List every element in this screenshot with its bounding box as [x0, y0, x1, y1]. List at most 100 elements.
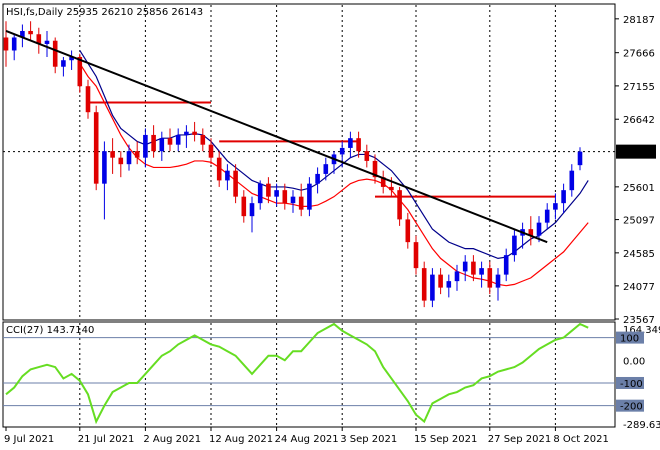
- candle-43: [356, 131, 361, 158]
- cci-tick-label-1: 100: [620, 334, 639, 345]
- candle-body-52: [430, 274, 435, 301]
- candle-52: [430, 268, 435, 308]
- price-tick-label-3: 26642: [623, 115, 655, 126]
- candle-body-53: [438, 274, 443, 288]
- candle-body-0: [3, 37, 9, 51]
- candle-body-67: [553, 203, 558, 210]
- candle-48: [397, 186, 402, 226]
- price-tick-label-9: 23567: [623, 315, 655, 326]
- price-tick-label-1: 27666: [623, 49, 655, 60]
- candle-55: [454, 264, 460, 291]
- candle-50: [413, 235, 419, 275]
- candle-18: [151, 125, 156, 158]
- candle-body-59: [487, 268, 493, 288]
- time-tick-label-0: 9 Jul 2021: [4, 434, 54, 445]
- candle-70: [577, 147, 583, 171]
- cci-tick-box-3: [616, 376, 644, 389]
- candle-body-23: [192, 131, 197, 135]
- price-tick-label-2: 27155: [623, 82, 655, 93]
- candle-44: [364, 144, 370, 168]
- candle-body-70: [577, 151, 583, 166]
- candle-body-7: [61, 60, 66, 67]
- candle-17: [143, 128, 148, 168]
- time-tick-label-5: 3 Sep 2021: [340, 434, 397, 445]
- candle-body-10: [85, 86, 91, 113]
- candle-38: [315, 167, 320, 194]
- candle-body-13: [110, 151, 115, 158]
- time-tick-label-2: 2 Aug 2021: [143, 434, 201, 445]
- candle-body-35: [290, 196, 296, 204]
- candle-4: [36, 27, 42, 54]
- candle-body-41: [339, 147, 345, 155]
- time-tick-label-7: 27 Sep 2021: [488, 434, 551, 445]
- candle-19: [159, 131, 165, 161]
- candle-66: [544, 203, 550, 230]
- candle-21: [175, 128, 181, 152]
- cci-tick-box-1: [616, 331, 644, 344]
- candle-body-57: [471, 261, 476, 275]
- candle-42: [348, 131, 353, 158]
- candle-body-50: [413, 242, 419, 269]
- candle-body-20: [167, 138, 173, 145]
- time-tick-label-1: 21 Jul 2021: [78, 434, 135, 445]
- candle-body-15: [126, 151, 132, 165]
- candle-body-14: [118, 157, 124, 165]
- price-tick-label-0: 28187: [623, 15, 655, 26]
- candle-13: [110, 138, 115, 174]
- cci-tick-label-3: -100: [620, 379, 643, 390]
- candle-body-33: [274, 190, 279, 197]
- candle-56: [462, 255, 468, 282]
- cci-series-line: [5, 322, 589, 425]
- candle-body-24: [200, 134, 206, 145]
- candle-60: [495, 268, 501, 301]
- candle-58: [479, 261, 484, 288]
- candle-35: [290, 190, 296, 213]
- candle-body-11: [93, 112, 99, 184]
- candle-53: [438, 268, 443, 295]
- candle-body-5: [44, 40, 50, 44]
- candle-body-29: [241, 196, 247, 217]
- price-tick-label-7: 24585: [623, 249, 655, 260]
- candle-20: [167, 128, 173, 152]
- candle-24: [200, 128, 206, 152]
- candle-body-38: [315, 173, 320, 184]
- candle-46: [380, 170, 386, 194]
- candle-body-12: [102, 151, 107, 184]
- candle-54: [446, 274, 452, 298]
- cci-tick-label-0: 164.3496: [623, 325, 660, 336]
- cci-tick-label-5: -289.632: [623, 420, 660, 431]
- candle-15: [126, 144, 132, 171]
- candle-body-54: [446, 281, 452, 288]
- candle-body-58: [479, 268, 484, 275]
- candle-body-61: [503, 255, 509, 275]
- cci-panel-frame: [2, 321, 616, 428]
- time-tick-label-4: 24 Aug 2021: [275, 434, 339, 445]
- time-tick-label-3: 12 Aug 2021: [209, 434, 273, 445]
- candle-body-68: [561, 190, 566, 204]
- cci-panel[interactable]: 164.3496100 0.00 -100 -200 -289.632 CCI(27) …: [2, 321, 660, 431]
- candle-25: [208, 138, 214, 165]
- candle-29: [241, 190, 247, 223]
- candle-36: [298, 183, 304, 217]
- candle-body-55: [454, 271, 460, 282]
- candle-12: [102, 141, 107, 220]
- candle-32: [266, 177, 271, 204]
- candle-body-56: [462, 261, 468, 272]
- candle-body-44: [364, 151, 370, 161]
- candle-3: [28, 21, 33, 41]
- candle-68: [561, 183, 566, 213]
- candle-body-48: [397, 190, 402, 220]
- candle-body-65: [536, 222, 542, 236]
- candle-1: [11, 34, 17, 61]
- time-tick-label-8: 8 Oct 2021: [553, 434, 608, 445]
- candle-body-47: [389, 186, 394, 191]
- candle-body-21: [175, 134, 181, 145]
- candle-64: [528, 216, 534, 246]
- candle-body-36: [298, 196, 304, 210]
- candle-body-19: [159, 138, 165, 152]
- candle-body-32: [266, 183, 271, 197]
- price-panel[interactable]: 28187 27666 27155 26642 26143 25601 25097 24585…: [2, 3, 656, 326]
- candle-59: [487, 261, 493, 295]
- last-price-box: [616, 144, 656, 159]
- candle-49: [405, 212, 411, 249]
